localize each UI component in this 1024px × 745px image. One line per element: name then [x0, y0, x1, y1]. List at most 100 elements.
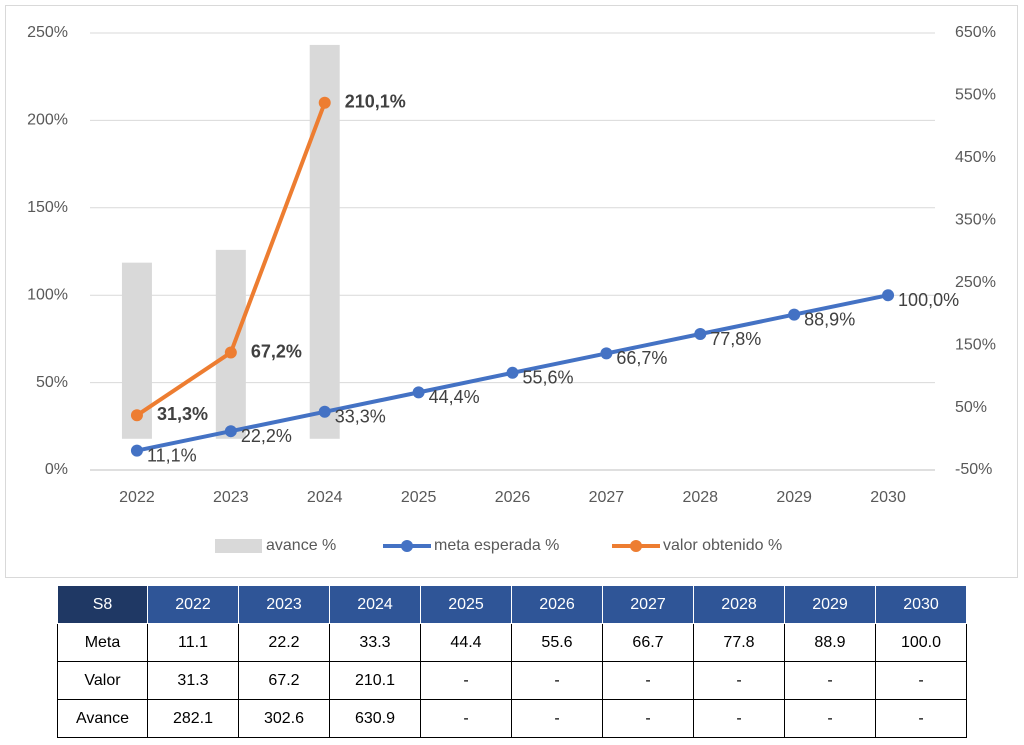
table-cell: 2022 [147, 585, 239, 624]
point [600, 347, 613, 360]
point [412, 386, 425, 399]
table-row: S8 2022 2023 2024 2025 2026 2027 2028 2029 2030 [57, 585, 967, 624]
point [506, 366, 519, 379]
x-tick-label: 2029 [776, 489, 812, 506]
table-cell: - [875, 661, 967, 700]
data-table: S8 2022 2023 2024 2025 2026 2027 2028 2029 2030 Me… [57, 585, 967, 738]
legend-label: valor obtenido % [663, 537, 782, 554]
x-tick-label: 2024 [307, 489, 343, 506]
legend-swatch [215, 539, 262, 553]
y2-tick-label: 650% [955, 24, 996, 41]
table-cell: 77.8 [693, 623, 785, 662]
table-cell: - [511, 661, 603, 700]
point [224, 425, 237, 438]
data-label: 11,1% [147, 445, 197, 465]
table-cell: 44.4 [420, 623, 512, 662]
table-cell: Meta [57, 623, 148, 662]
table-cell: 2026 [511, 585, 603, 624]
data-label: 55,6% [523, 368, 574, 388]
table-cell: - [784, 661, 876, 700]
data-label: 67,2% [251, 341, 302, 361]
x-tick-label: 2026 [495, 489, 531, 506]
table-cell: 630.9 [329, 699, 421, 738]
table-cell: 2028 [693, 585, 785, 624]
table-cell: 88.9 [784, 623, 876, 662]
legend-label: avance % [266, 537, 336, 554]
table-cell: 302.6 [238, 699, 330, 738]
point [882, 289, 895, 302]
table-cell: Valor [57, 661, 148, 700]
data-label: 88,9% [804, 309, 855, 329]
data-label: 44,4% [429, 387, 480, 407]
y2-tick-label: 250% [955, 274, 996, 291]
x-tick-label: 2030 [870, 489, 906, 506]
table-cell: Avance [57, 699, 148, 738]
data-label: 33,3% [335, 407, 386, 427]
table-cell: 282.1 [147, 699, 239, 738]
chart-border [5, 5, 1018, 578]
legend-marker [630, 540, 642, 552]
table-cell: 2025 [420, 585, 512, 624]
data-label: 210,1% [345, 91, 406, 111]
table-cell: - [693, 661, 785, 700]
table-cell: - [511, 699, 603, 738]
table-row: Avance 282.1 302.6 630.9- - - - - - [57, 699, 967, 738]
y-tick-label: 200% [27, 112, 68, 129]
table-cell: 33.3 [329, 623, 421, 662]
table-cell: 2027 [602, 585, 694, 624]
table-cell: 66.7 [602, 623, 694, 662]
y2-tick-label: 50% [955, 399, 987, 416]
table-cell: - [420, 699, 512, 738]
point [788, 308, 801, 321]
point [318, 405, 331, 418]
data-label: 100,0% [898, 290, 959, 310]
x-tick-label: 2028 [682, 489, 718, 506]
chart: 0% 50% 100% 150% 200% 250% -50% 50% 150% 250% 350%… [5, 5, 1018, 578]
x-tick-label: 2025 [401, 489, 437, 506]
y2-tick-label: 350% [955, 212, 996, 229]
y2-tick-label: 150% [955, 336, 996, 353]
y-tick-label: 150% [27, 199, 68, 216]
x-tick-label: 2027 [589, 489, 625, 506]
bar [215, 249, 246, 439]
y-tick-label: 50% [36, 374, 68, 391]
point [224, 346, 237, 359]
table-cell: - [602, 699, 694, 738]
data-label: 77,8% [710, 329, 761, 349]
point [694, 328, 707, 341]
legend-label: meta esperada % [434, 537, 559, 554]
data-label: 22,2% [241, 426, 292, 446]
point [130, 444, 143, 457]
y2-tick-label: 550% [955, 87, 996, 104]
data-label: 66,7% [616, 348, 667, 368]
table-cell: 2023 [238, 585, 330, 624]
y-tick-label: 0% [45, 461, 68, 478]
table-cell: 67.2 [238, 661, 330, 700]
y-tick-label: 250% [27, 24, 68, 41]
y-tick-label: 100% [27, 286, 68, 303]
table-cell: 55.6 [511, 623, 603, 662]
legend-marker [401, 540, 413, 552]
table-cell: S8 [57, 585, 148, 624]
table-cell: 2029 [784, 585, 876, 624]
table-cell: 2024 [329, 585, 421, 624]
table-cell: - [875, 699, 967, 738]
data-label: 31,3% [157, 404, 208, 424]
table-cell: 2030 [875, 585, 967, 624]
table-cell: 210.1 [329, 661, 421, 700]
point [318, 96, 331, 109]
x-tick-label: 2022 [119, 489, 155, 506]
x-tick-label: 2023 [213, 489, 249, 506]
bar [309, 44, 340, 439]
y2-tick-label: -50% [955, 461, 992, 478]
y2-tick-label: 450% [955, 149, 996, 166]
table-cell: - [784, 699, 876, 738]
table-cell: - [420, 661, 512, 700]
table-cell: 22.2 [238, 623, 330, 662]
table-cell: 100.0 [875, 623, 967, 662]
table-cell: - [602, 661, 694, 700]
point [130, 409, 143, 422]
table-cell: 11.1 [147, 623, 239, 662]
table-row: Meta 11.1 22.2 33.3 44.4 55.6 66.7 77.8 88.9 100.… [57, 623, 967, 662]
